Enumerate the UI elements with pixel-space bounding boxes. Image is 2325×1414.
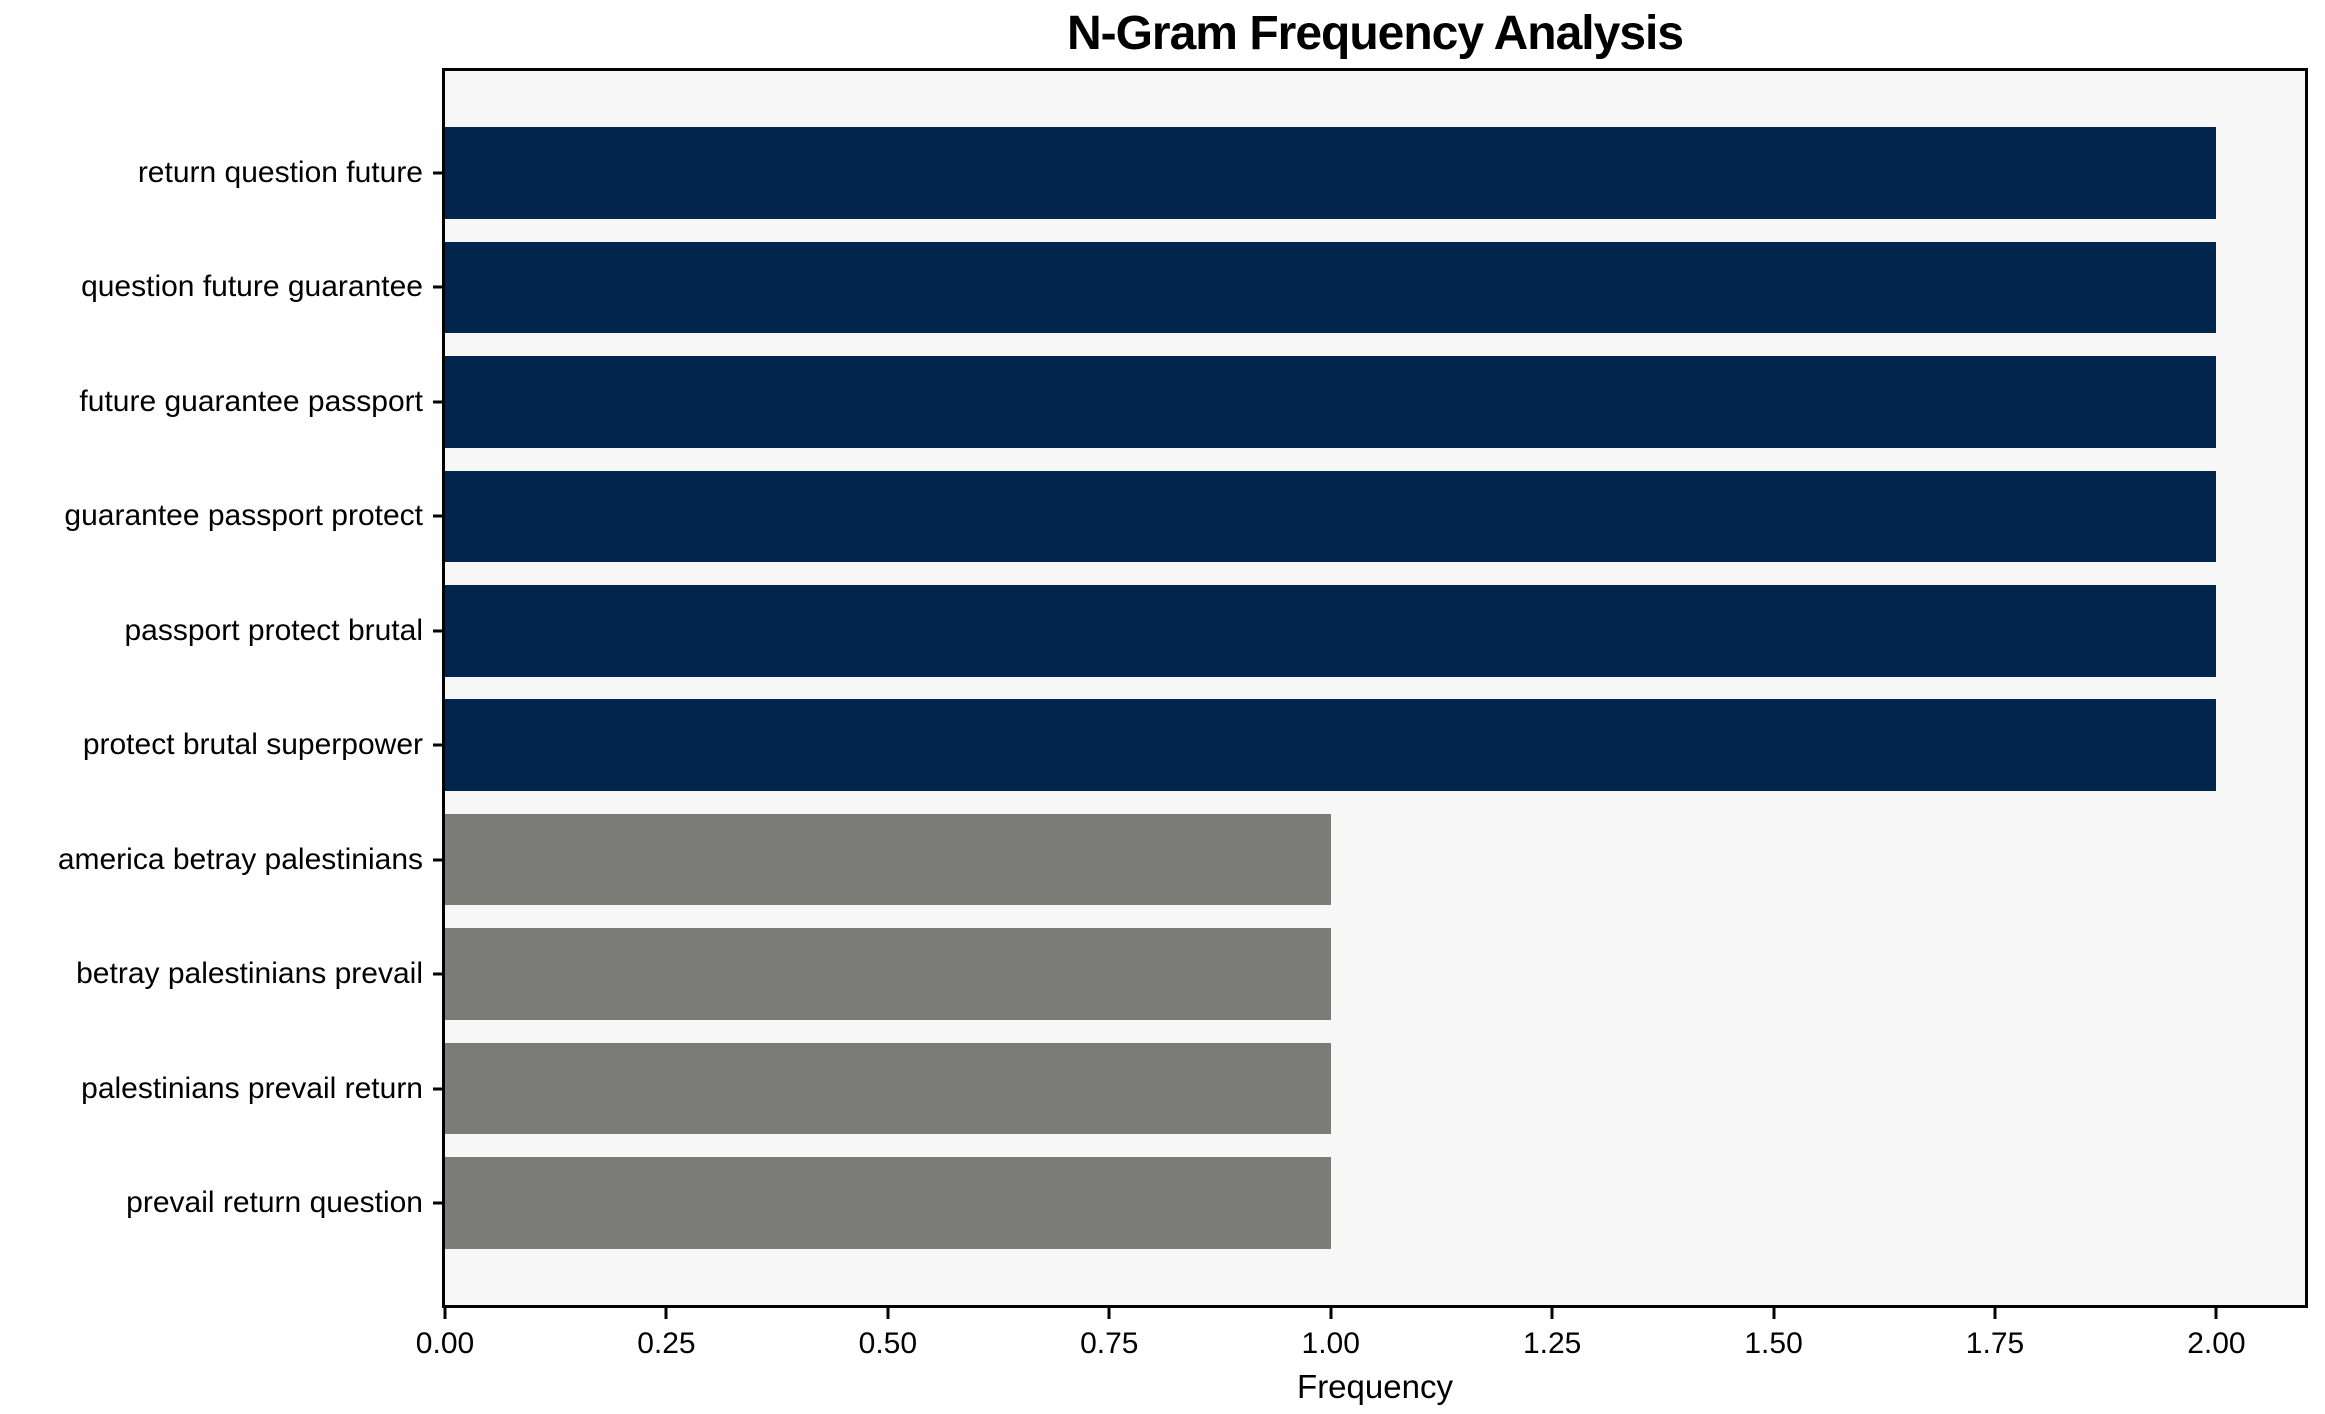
bar-future-guarantee-passport xyxy=(445,356,2217,448)
y-tick-label: palestinians prevail return xyxy=(81,1071,423,1105)
x-tick-label: 0.00 xyxy=(415,1327,475,1360)
y-tick-mark xyxy=(433,1087,445,1091)
bar-return-question-future xyxy=(445,127,2217,219)
y-tick-mark xyxy=(433,171,445,175)
x-tick-mark xyxy=(886,1307,890,1319)
y-tick-label: return question future xyxy=(137,155,423,189)
y-tick-mark xyxy=(433,400,445,404)
x-tick-mark xyxy=(1550,1307,1554,1319)
bar-question-future-guarantee xyxy=(445,241,2217,334)
y-tick-label: future guarantee passport xyxy=(79,384,423,418)
y-tick-mark xyxy=(433,1201,445,1205)
x-tick-mark xyxy=(664,1307,668,1319)
y-tick-mark xyxy=(433,858,445,862)
bar-betray-palestinians-prevail xyxy=(445,928,1331,1020)
y-tick-label: question future guarantee xyxy=(81,270,423,304)
x-tick-mark xyxy=(1329,1307,1333,1319)
x-tick-mark xyxy=(2214,1307,2218,1319)
x-tick-label: 0.25 xyxy=(637,1327,696,1360)
bar-protect-brutal-superpower xyxy=(445,699,2217,791)
x-tick-label: 0.50 xyxy=(858,1327,918,1360)
bar-america-betray-palestinians xyxy=(445,813,1331,906)
y-tick-mark xyxy=(433,285,445,289)
x-tick-label: 1.00 xyxy=(1301,1327,1360,1360)
bar-palestinians-prevail-return xyxy=(445,1042,1331,1135)
y-tick-mark xyxy=(433,629,445,633)
x-tick-mark xyxy=(1107,1307,1111,1319)
y-tick-mark xyxy=(433,972,445,976)
x-tick-mark xyxy=(1772,1307,1776,1319)
x-tick-label: 0.75 xyxy=(1080,1327,1139,1360)
y-tick-mark xyxy=(433,514,445,518)
x-tick-label: 1.50 xyxy=(1744,1327,1803,1360)
y-tick-label: america betray palestinians xyxy=(57,842,423,876)
x-tick-label: 1.25 xyxy=(1522,1327,1582,1360)
y-tick-label: passport protect brutal xyxy=(124,613,424,647)
x-tick-label: 2.00 xyxy=(2187,1327,2246,1360)
bar-guarantee-passport-protect xyxy=(445,470,2217,563)
chart-title: N-Gram Frequency Analysis xyxy=(1066,7,1684,60)
y-tick-mark xyxy=(433,743,445,747)
bar-passport-protect-brutal xyxy=(445,584,2217,677)
bar-prevail-return-question xyxy=(445,1157,1331,1249)
y-tick-label: prevail return question xyxy=(126,1186,423,1220)
y-tick-label: betray palestinians prevail xyxy=(76,957,423,991)
x-axis-label: Frequency xyxy=(1297,1368,1453,1405)
y-tick-label: guarantee passport protect xyxy=(64,499,423,533)
x-tick-mark xyxy=(1993,1307,1997,1319)
y-tick-label: protect brutal superpower xyxy=(82,728,423,762)
x-tick-mark xyxy=(443,1307,447,1319)
x-tick-label: 1.75 xyxy=(1965,1327,2025,1360)
